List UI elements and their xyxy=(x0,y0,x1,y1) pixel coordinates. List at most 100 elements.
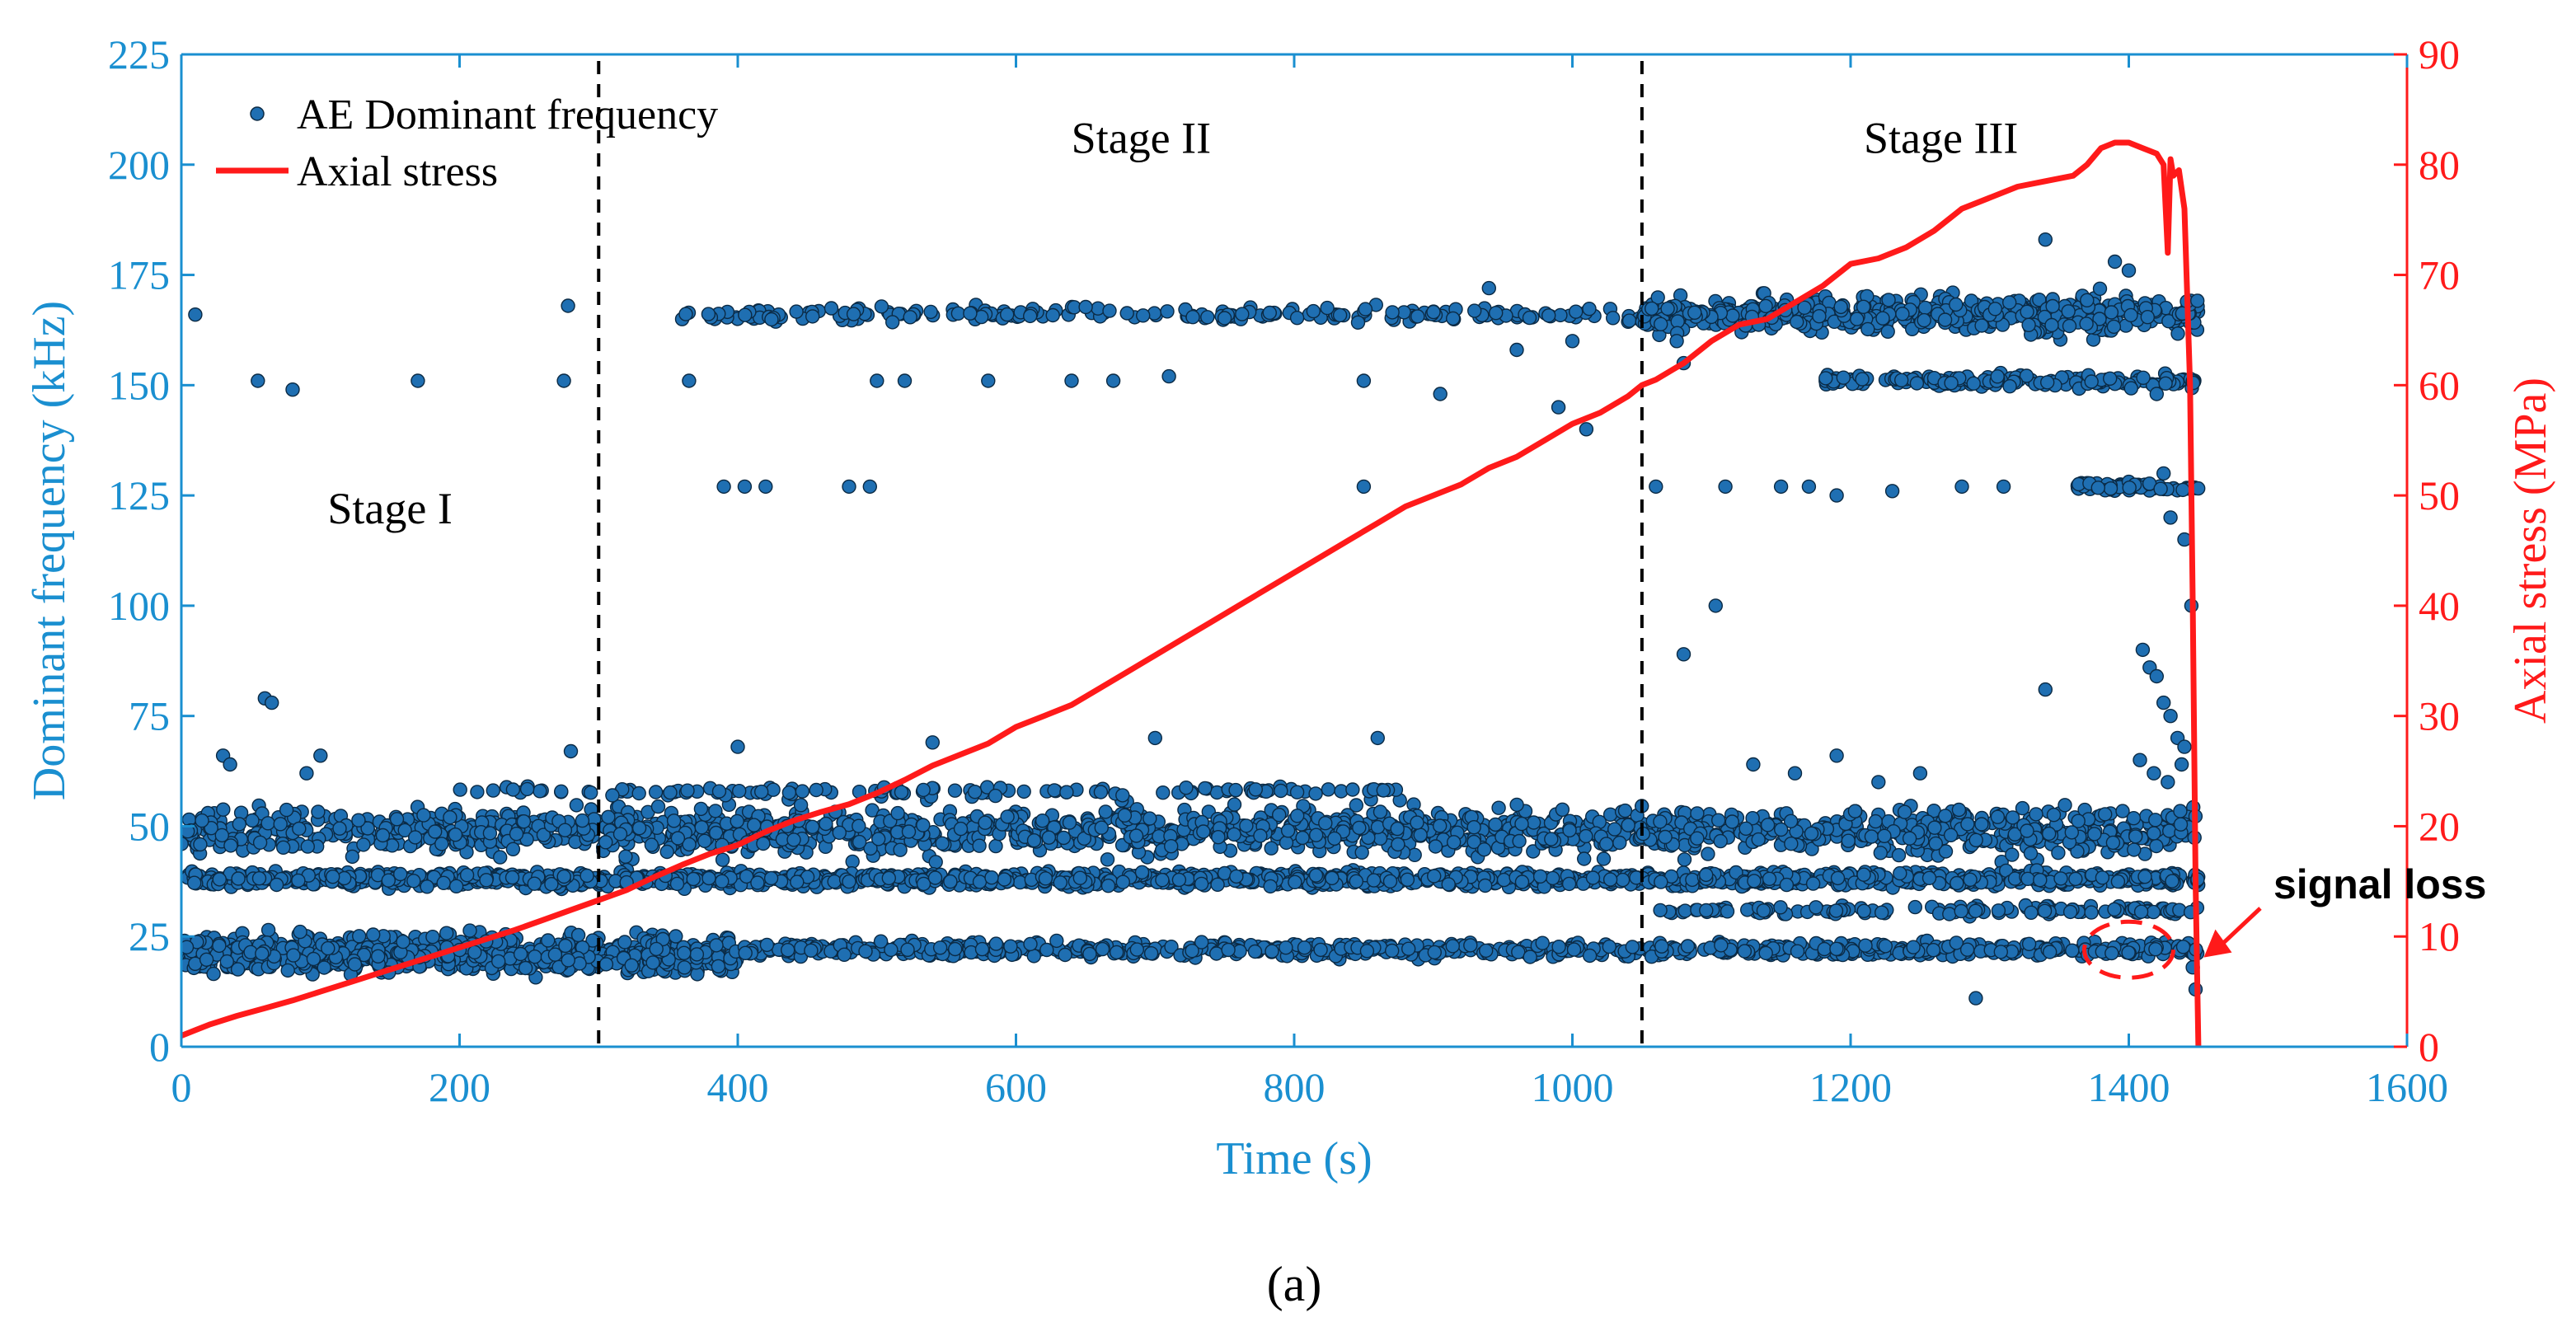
scatter-point-band-3 xyxy=(759,937,775,953)
scatter-point-band-1 xyxy=(2110,874,2126,889)
scatter-point-band-3 xyxy=(932,940,948,955)
scatter-point-band-1 xyxy=(420,879,434,894)
scatter-point-band-0 xyxy=(1773,822,1789,837)
scatter-point-band-0 xyxy=(1509,797,1524,813)
scatter-point-band-0 xyxy=(375,828,391,843)
scatter-point-band-0 xyxy=(1596,851,1612,866)
scatter-point-band-0 xyxy=(389,812,405,827)
scatter-point-band-4 xyxy=(738,307,753,322)
scatter-point-band-0 xyxy=(1938,809,1953,823)
scatter-point-band-0 xyxy=(1391,837,1405,852)
scatter-point-band-0 xyxy=(448,828,463,842)
scatter-point-band-0 xyxy=(852,834,867,850)
scatter-point-band-0 xyxy=(670,831,686,846)
scatter-point-band-0 xyxy=(1390,821,1405,837)
scatter-point-band-1 xyxy=(579,868,594,884)
scatter-point-band-4 xyxy=(789,304,804,319)
scatter-point-band-3 xyxy=(1817,941,1832,957)
scatter-point-band-3 xyxy=(1208,946,1224,961)
scatter-point-band-0 xyxy=(482,826,498,841)
scatter-point-band-0 xyxy=(332,821,347,836)
scatter-point-band-0 xyxy=(666,814,682,828)
scatter-point-band-3 xyxy=(1511,945,1526,959)
scatter-point-band-0 xyxy=(1491,800,1506,815)
scatter-point-band-0 xyxy=(1562,823,1577,838)
scatter-point-band-1 xyxy=(1762,871,1777,887)
scatter-point-band-2 xyxy=(513,946,528,962)
scatter-point-band-4 xyxy=(1200,310,1215,325)
scatter-point-band-1 xyxy=(997,872,1012,887)
scatter-point-band-1 xyxy=(763,870,779,886)
scatter-point-band-2 xyxy=(366,927,381,942)
scatter-point-band-1 xyxy=(1615,872,1631,888)
scatter-point-band-3 xyxy=(1654,939,1669,954)
scatter-point-band-3 xyxy=(1445,939,1461,954)
scatter-point-band-1 xyxy=(1366,873,1382,888)
scatter-point-band-1 xyxy=(436,875,451,891)
scatter-point-band-3 xyxy=(1359,944,1375,959)
scatter-point-band-4 xyxy=(884,315,900,330)
scatter-point-band-0 xyxy=(901,824,917,839)
scatter-point-band-0 xyxy=(214,828,229,843)
scatter-point-band-1 xyxy=(1349,874,1364,889)
scatter-point-band-0 xyxy=(2127,842,2142,857)
scatter-point-band-3 xyxy=(1625,940,1640,954)
scatter-point-band-0 xyxy=(408,830,423,845)
scatter-point-band-4 xyxy=(846,307,861,321)
scatter-point-band-3 xyxy=(1829,941,1844,957)
scatter-point-band-0 xyxy=(890,805,905,821)
scatter-point-band-4 xyxy=(1320,300,1335,316)
scatter-point-band-1 xyxy=(715,874,730,889)
scatter-point-band-2 xyxy=(624,958,639,973)
scatter-point-band-0 xyxy=(1701,846,1715,861)
scatter-point-band-1 xyxy=(1400,872,1415,888)
scatter-point-band-1 xyxy=(1963,872,1978,888)
scatter-point-band-1 xyxy=(1921,870,1937,886)
scatter-point-band-0 xyxy=(1327,831,1342,846)
scatter-point-band-3 xyxy=(2021,936,2037,952)
scatter-point-band-0 xyxy=(1960,817,1975,832)
scatter-point-band-1 xyxy=(669,876,685,892)
scatter-point-band-2 xyxy=(260,922,276,938)
scatter-point-band-0 xyxy=(1295,830,1310,846)
scatter-point-band-1 xyxy=(1893,865,1907,881)
scatter-point-band-4 xyxy=(764,312,779,327)
scatter-point-band-4 xyxy=(1160,304,1175,319)
scatter-point-band-0 xyxy=(598,835,613,850)
scatter-point-band-0 xyxy=(1710,813,1726,828)
scatter-point-band-1 xyxy=(1288,874,1302,890)
scatter-point-band-3 xyxy=(1058,947,1072,963)
scatter-point-band-1 xyxy=(1308,868,1324,883)
scatter-point-band-0 xyxy=(1544,832,1559,846)
scatter-point-band-0 xyxy=(1951,802,1967,818)
scatter-point-band-4 xyxy=(950,306,966,321)
scatter-point-band-0 xyxy=(832,825,847,840)
scatter-point-band-0 xyxy=(1804,826,1819,841)
scatter-point-band-4 xyxy=(1568,304,1584,319)
scatter-point-band-1 xyxy=(827,874,842,889)
scatter-point-band-0 xyxy=(1035,814,1050,828)
scatter-point-band-1 xyxy=(231,871,246,886)
scatter-point-band-1 xyxy=(2053,871,2068,886)
scatter-point-band-4 xyxy=(1185,310,1200,325)
scatter-point-band-0 xyxy=(928,855,943,870)
scatter-point-band-4 xyxy=(874,299,889,314)
scatter-point-band-0 xyxy=(1128,828,1144,843)
scatter-point-band-0 xyxy=(345,849,360,865)
scatter-point-band-3 xyxy=(1039,942,1054,958)
scatter-point-band-3 xyxy=(858,944,873,959)
scatter-point-band-4 xyxy=(1022,308,1038,324)
scatter-point-band-0 xyxy=(1847,804,1863,818)
scatter-point-band-1 xyxy=(1561,876,1577,892)
scatter-point-band-4 xyxy=(1445,311,1461,326)
scatter-point-band-0 xyxy=(1514,816,1529,832)
scatter-point-band-1 xyxy=(1194,876,1209,892)
scatter-point-band-1 xyxy=(1514,874,1530,889)
scatter-point-band-0 xyxy=(279,802,294,818)
scatter-point-band-0 xyxy=(659,844,674,860)
scatter-point-band-2 xyxy=(617,935,632,949)
scatter-point-band-2 xyxy=(347,957,363,972)
scatter-point-band-0 xyxy=(260,816,275,831)
scatter-point-band-1 xyxy=(1585,870,1601,885)
scatter-point-band-0 xyxy=(978,815,992,830)
